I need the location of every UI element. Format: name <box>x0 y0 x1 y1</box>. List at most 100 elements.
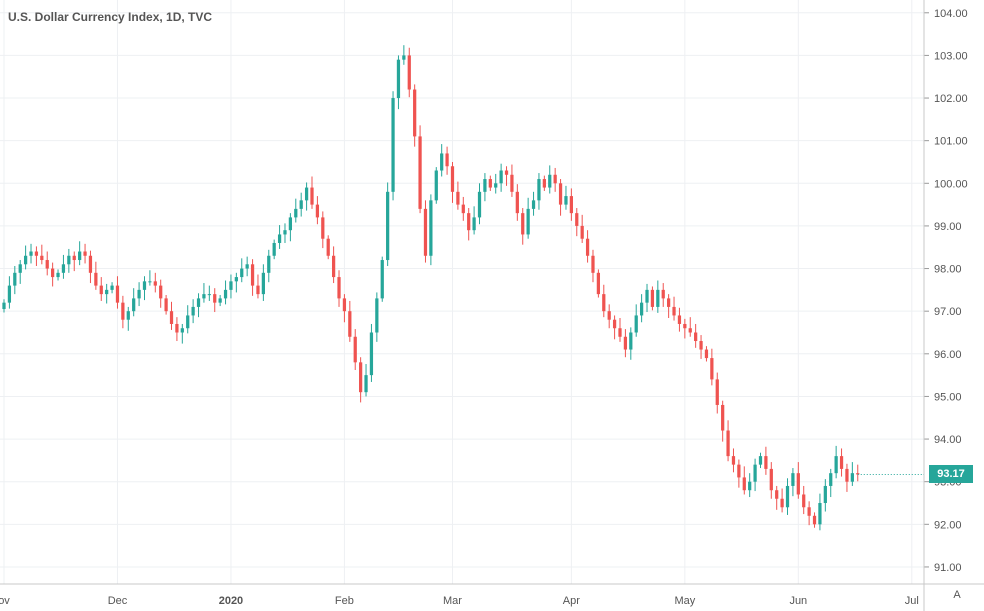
candle-body <box>13 272 17 286</box>
candle-body <box>694 332 698 342</box>
candle-body <box>558 183 563 205</box>
candle-body <box>159 285 163 299</box>
candle-body <box>667 298 671 307</box>
candle-body <box>742 477 746 491</box>
candle-body <box>407 55 411 90</box>
candle-body <box>180 328 184 333</box>
candle-body <box>342 298 347 312</box>
candles <box>2 45 860 531</box>
candle-body <box>23 255 28 265</box>
candle-body <box>310 187 314 205</box>
candle-body <box>240 268 244 278</box>
candle-body <box>288 217 293 231</box>
candle-body <box>7 285 12 303</box>
y-tick-label: 100.00 <box>934 178 968 190</box>
candle-body <box>207 294 211 296</box>
candle-body <box>337 277 341 299</box>
candle-body <box>510 174 514 192</box>
candle-body <box>699 341 703 350</box>
candle-body <box>575 213 579 226</box>
candle-body <box>499 170 503 184</box>
candle-body <box>526 208 530 235</box>
candle-body <box>629 332 633 350</box>
candle-body <box>450 166 455 192</box>
candle-body <box>612 319 617 329</box>
candle-body <box>61 264 66 273</box>
candle-body <box>186 315 190 329</box>
candle-body <box>83 251 87 256</box>
candle-body <box>115 285 120 303</box>
candle-body <box>461 204 465 214</box>
y-tick-label: 97.00 <box>934 306 962 318</box>
candle-body <box>94 272 98 286</box>
candle-body <box>213 294 217 303</box>
candle-body <box>440 153 444 171</box>
candle-body <box>88 255 93 273</box>
candle-body <box>331 255 336 278</box>
candle-body <box>542 179 546 188</box>
candle-body <box>218 298 222 303</box>
candle-body <box>672 306 676 316</box>
candle-body <box>564 196 568 205</box>
chart-title: U.S. Dollar Currency Index, 1D, TVC <box>8 10 213 24</box>
candle-body <box>764 456 768 469</box>
candle-body <box>78 251 82 261</box>
candle-body <box>34 251 39 256</box>
candle-body <box>758 456 763 465</box>
candle-body <box>40 255 44 261</box>
candle-body <box>294 208 298 218</box>
candle-body <box>715 379 719 405</box>
candle-body <box>434 170 438 201</box>
candle-body <box>234 277 238 282</box>
candle-body <box>488 179 492 188</box>
candle-body <box>72 255 76 261</box>
candle-body <box>785 485 790 508</box>
candle-body <box>656 289 660 307</box>
candle-body <box>845 468 849 482</box>
candle-body <box>267 255 271 273</box>
candle-body <box>423 208 428 256</box>
grid-lines <box>0 0 924 584</box>
candle-body <box>569 196 573 214</box>
candle-body <box>483 179 487 192</box>
candle-body <box>477 191 482 218</box>
candle-body <box>850 473 854 482</box>
candle-body <box>261 272 265 295</box>
x-tick-label: Jun <box>789 595 807 607</box>
y-tick-label: 101.00 <box>934 136 968 148</box>
candle-body <box>413 89 417 137</box>
candle-body <box>396 59 401 99</box>
y-tick-label: 99.00 <box>934 221 962 233</box>
candle-body <box>802 494 806 508</box>
y-tick-label: 104.00 <box>934 8 968 20</box>
candle-body <box>834 456 838 474</box>
candle-body <box>818 503 822 525</box>
candle-body <box>721 404 725 431</box>
x-tick-label: Jul <box>905 595 919 607</box>
candle-body <box>386 191 390 261</box>
candle-body <box>148 281 152 283</box>
candle-body <box>202 294 206 299</box>
candle-body <box>121 302 125 320</box>
candle-body <box>602 294 606 312</box>
candle-body <box>748 481 752 491</box>
candle-body <box>196 298 201 307</box>
x-tick-label: Dec <box>108 595 128 607</box>
candle-body <box>223 289 228 299</box>
candle-body <box>645 289 649 303</box>
candle-body <box>348 311 352 337</box>
candle-body <box>315 204 320 218</box>
candle-body <box>110 285 114 290</box>
candle-body <box>467 213 471 231</box>
candle-body <box>153 281 157 286</box>
candle-body <box>607 311 611 320</box>
candle-body <box>807 507 811 516</box>
candle-body <box>418 136 422 209</box>
candle-body <box>99 285 103 295</box>
candle-body <box>591 255 595 273</box>
auto-scale-button[interactable]: A <box>953 589 961 601</box>
candle-body <box>753 464 757 482</box>
candle-body <box>380 260 384 299</box>
